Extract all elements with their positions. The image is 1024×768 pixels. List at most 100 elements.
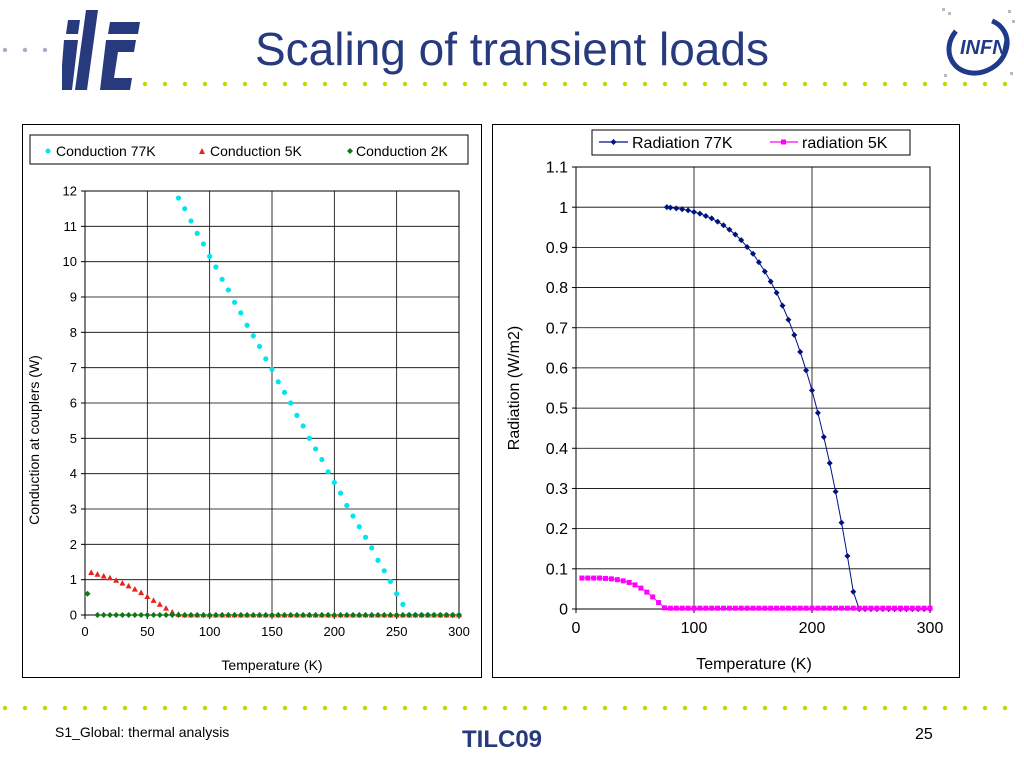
data-point: [374, 612, 381, 618]
data-point: [375, 557, 381, 563]
data-point: [656, 600, 662, 606]
data-point: [194, 230, 200, 236]
data-point: [833, 605, 839, 611]
y-axis-label: Radiation (W/m2): [506, 326, 523, 450]
y-axis-label: Conduction at couplers (W): [26, 355, 42, 525]
data-point: [662, 605, 667, 611]
divider-dot: [722, 81, 728, 87]
data-point: [844, 552, 851, 559]
divider-dot: [982, 81, 988, 87]
divider-dot: [882, 81, 888, 87]
data-point: [826, 460, 833, 467]
data-point: [106, 612, 113, 618]
data-point: [343, 612, 350, 618]
data-point: [697, 605, 703, 611]
divider-dot: [562, 81, 568, 87]
data-point: [256, 612, 263, 618]
data-point: [163, 605, 170, 611]
divider-dot: [582, 81, 588, 87]
divider-dot: [182, 705, 188, 711]
divider-dot: [742, 705, 748, 711]
divider-dot: [822, 81, 828, 87]
data-point: [620, 578, 626, 584]
divider-dot: [462, 705, 468, 711]
divider-dot: [942, 705, 948, 711]
data-point: [181, 612, 188, 618]
data-point: [393, 612, 400, 618]
divider-dot: [482, 81, 488, 87]
divider-dot: [382, 81, 388, 87]
data-point: [219, 612, 226, 618]
divider-dot: [362, 81, 368, 87]
data-point: [119, 580, 126, 586]
legend-label-conduction-5k: Conduction 5K: [210, 143, 303, 159]
data-point: [237, 612, 244, 618]
data-point: [94, 612, 101, 618]
divider-dot: [822, 705, 828, 711]
data-point: [244, 322, 250, 328]
divider-dot: [182, 81, 188, 87]
divider-dot: [622, 705, 628, 711]
data-point: [909, 605, 915, 611]
data-point: [720, 222, 727, 229]
data-point: [100, 612, 107, 618]
data-point: [773, 289, 780, 296]
data-point: [368, 612, 375, 618]
data-point: [456, 612, 462, 618]
x-axis-label: Temperature (K): [221, 657, 322, 673]
divider-dot: [922, 705, 928, 711]
x-tick-label: 100: [199, 624, 221, 639]
divider-dot: [242, 81, 248, 87]
divider-dot: [302, 705, 308, 711]
data-point: [119, 612, 126, 618]
data-point: [714, 218, 721, 225]
x-tick-label: 300: [917, 620, 944, 637]
data-point: [844, 605, 850, 611]
data-point: [608, 576, 614, 582]
data-point: [200, 241, 207, 247]
data-point: [207, 253, 213, 259]
divider-dot: [162, 81, 168, 87]
divider-dot: [602, 81, 608, 87]
data-point: [750, 250, 756, 257]
divider-dot: [522, 81, 528, 87]
legend-label-radiation-5k: radiation 5K: [802, 135, 888, 152]
data-point: [306, 612, 313, 618]
data-point: [779, 302, 786, 309]
data-point: [287, 612, 294, 618]
divider-dot: [262, 81, 268, 87]
divider-dot: [682, 81, 688, 87]
data-point: [350, 513, 356, 519]
data-point: [750, 605, 756, 611]
data-point: [691, 209, 697, 216]
divider-dot: [682, 705, 688, 711]
divider-dot: [422, 81, 428, 87]
divider-dot: [222, 81, 228, 87]
y-tick-label: 0.6: [546, 361, 568, 378]
divider-dot: [502, 81, 508, 87]
data-point: [915, 605, 921, 611]
x-tick-label: 250: [386, 624, 408, 639]
divider-dot: [982, 705, 988, 711]
data-point: [626, 579, 632, 585]
data-point: [579, 575, 585, 581]
divider-dot: [662, 705, 668, 711]
divider-dot: [122, 705, 128, 711]
y-tick-label: 0.1: [546, 561, 568, 578]
conduction-chart: Conduction 77K Conduction 5K Conduction …: [22, 124, 482, 678]
x-axis-label: Temperature (K): [696, 656, 812, 673]
divider-dot: [782, 81, 788, 87]
divider-dot: [242, 705, 248, 711]
data-point: [319, 456, 325, 463]
x-tick-label: 200: [323, 624, 345, 639]
data-point: [673, 605, 679, 611]
divider-dot: [142, 81, 148, 87]
data-point: [300, 612, 307, 618]
divider-dot: [322, 81, 328, 87]
divider-dot: [2, 47, 8, 53]
x-tick-label: 100: [681, 620, 708, 637]
legend-marker-radiation-77k: [610, 139, 617, 145]
data-point: [850, 588, 857, 595]
data-point: [84, 590, 91, 597]
data-point: [738, 237, 745, 244]
